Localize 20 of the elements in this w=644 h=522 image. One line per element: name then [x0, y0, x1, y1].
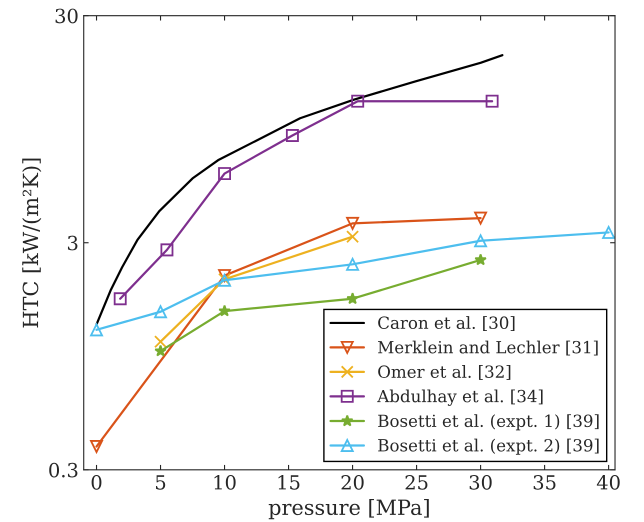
x-tick-label: 30	[470, 475, 492, 490]
legend-label: Omer et al. [32]	[378, 365, 510, 380]
y-tick-label: 0.3	[49, 462, 78, 478]
x-tick-label: 10	[214, 475, 236, 490]
legend-label: Bosetti et al. (expt. 2) [39]	[378, 438, 599, 455]
legend-label: Caron et al. [30]	[378, 316, 514, 331]
x-axis-title: pressure [MPa]	[268, 499, 429, 520]
x-tick-label: 40	[596, 475, 620, 490]
y-tick-label: 30	[56, 8, 78, 24]
legend-label: Abdulhay et al. [34]	[377, 390, 543, 406]
x-tick-label: 0	[92, 475, 102, 490]
legend-label: Merklein and Lechler [31]	[378, 340, 598, 356]
legend-label: Bosetti et al. (expt. 1) [39]	[378, 414, 599, 430]
x-tick-label: 35	[534, 475, 556, 490]
x-tick-label: 20	[342, 475, 364, 490]
y-axis-title: HTC [kW/(m²K)]	[22, 158, 42, 328]
x-tick-label: 25	[406, 475, 428, 490]
x-tick-label: 5	[156, 475, 166, 490]
y-tick-label: 3	[68, 236, 78, 250]
x-tick-label: 15	[278, 475, 300, 490]
